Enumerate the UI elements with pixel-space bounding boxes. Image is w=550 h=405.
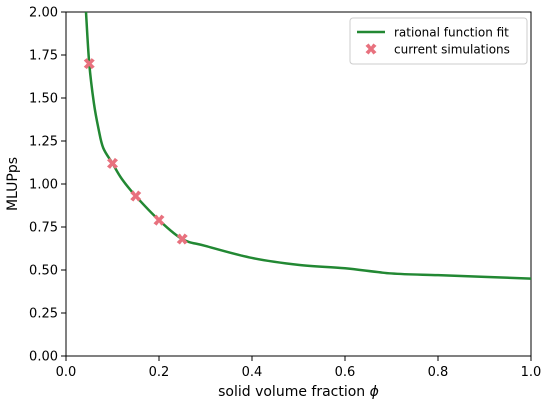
plot-area xyxy=(65,11,532,357)
x-tick-label: 0.6 xyxy=(335,365,356,380)
y-tick-label: 0.50 xyxy=(29,264,58,279)
simulation-point xyxy=(176,233,188,245)
legend-label-fit: rational function fit xyxy=(394,26,509,40)
legend-marker-swatch xyxy=(365,43,377,55)
plot-frame xyxy=(65,11,532,357)
y-tick-label: 1.75 xyxy=(29,49,58,64)
y-tick-label: 0.00 xyxy=(29,350,58,365)
simulation-point xyxy=(130,190,142,202)
y-tick-label: 1.50 xyxy=(29,92,58,107)
y-tick-label: 1.25 xyxy=(29,135,58,150)
y-axis-title: MLUPps xyxy=(5,157,21,211)
simulation-point xyxy=(107,157,118,169)
y-tick-label: 0.75 xyxy=(29,221,58,236)
x-axis-title: solid volume fraction ϕ xyxy=(218,384,379,400)
x-tick-label: 0.4 xyxy=(242,365,263,380)
x-tick-label: 1.0 xyxy=(521,365,542,380)
fit-line xyxy=(84,11,532,280)
legend: rational function fit current simulation… xyxy=(349,17,528,65)
x-tick-label: 0.2 xyxy=(149,365,170,380)
y-tick-label: 2.00 xyxy=(29,6,58,21)
legend-label-simulations: current simulations xyxy=(394,43,510,57)
y-axis: 0.00 0.25 0.50 0.75 1.00 1.25 1.50 1.75 2.00 xyxy=(29,6,66,365)
x-axis: 0.0 0.2 0.4 0.6 0.8 1.0 xyxy=(56,356,542,380)
x-tick-label: 0.8 xyxy=(428,365,449,380)
simulation-point xyxy=(153,214,165,226)
x-tick-label: 0.0 xyxy=(56,365,77,380)
simulation-point xyxy=(83,58,95,70)
x-axis-symbol: ϕ xyxy=(370,384,379,400)
legend-box xyxy=(349,17,528,65)
y-tick-label: 0.25 xyxy=(29,307,58,322)
series-layer xyxy=(83,11,532,280)
y-tick-label: 1.00 xyxy=(29,178,58,193)
x-axis-label: solid volume fraction xyxy=(218,384,365,400)
